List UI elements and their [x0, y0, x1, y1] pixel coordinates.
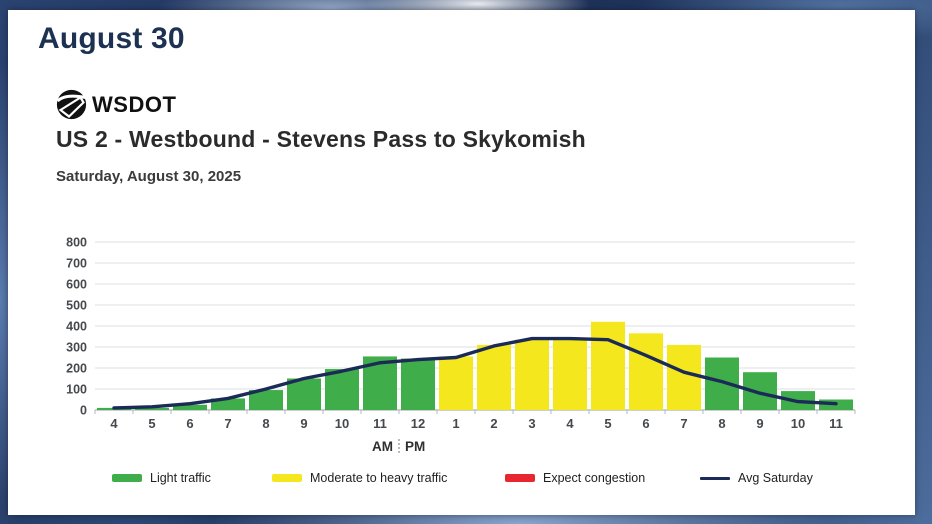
bar-15-h7: [667, 344, 701, 410]
y-tick-label-100: 100: [66, 383, 87, 397]
am-label: AM: [372, 439, 393, 454]
bar-2-h6: [173, 404, 207, 410]
bar-14-h6: [629, 333, 663, 410]
legend-swatch-3: [700, 476, 730, 480]
y-tick-label-200: 200: [66, 362, 87, 376]
x-tick-label-11: 3: [528, 416, 535, 431]
y-tick-label-800: 800: [66, 236, 87, 250]
bar-10-h2: [477, 344, 511, 410]
x-tick-label-4: 8: [262, 416, 269, 431]
x-tick-label-9: 1: [452, 416, 459, 431]
content-card: August 30 WSDOT US 2 - Westbound - Steve…: [8, 10, 915, 515]
legend-swatch-1: [272, 474, 302, 482]
x-tick-label-3: 7: [224, 416, 231, 431]
x-tick-label-7: 11: [373, 416, 387, 431]
chart-title: US 2 - Westbound - Stevens Pass to Skyko…: [56, 126, 586, 152]
x-tick-label-5: 9: [300, 416, 307, 431]
traffic-chart: 0 100 200 300 400 500 600 700 800 4 5 6 7 8 9 10 11 12 1 2 3…: [55, 234, 865, 464]
bar-4-h8: [249, 390, 283, 410]
legend-label-3: Avg Saturday: [738, 471, 813, 485]
legend-item-1: Moderate to heavy traffic: [272, 471, 447, 485]
x-tick-label-14: 6: [642, 416, 649, 431]
bar-5-h9: [287, 378, 321, 410]
bar-9-h1: [439, 356, 473, 410]
y-tick-label-400: 400: [66, 320, 87, 334]
x-tick-label-10: 2: [490, 416, 497, 431]
legend-item-2: Expect congestion: [505, 471, 645, 485]
x-tick-label-0: 4: [110, 416, 118, 431]
legend-item-3: Avg Saturday: [700, 471, 813, 485]
legend-label-0: Light traffic: [150, 471, 211, 485]
x-tick-label-16: 8: [718, 416, 725, 431]
x-tick-label-6: 10: [335, 416, 349, 431]
chart-subtitle: Saturday, August 30, 2025: [56, 168, 242, 185]
bar-1-h5: [135, 407, 169, 410]
bar-8-h12: [401, 358, 435, 410]
bar-6-h10: [325, 369, 359, 410]
legend-swatch-2: [505, 474, 535, 482]
x-tick-label-18: 10: [791, 416, 805, 431]
x-tick-label-15: 7: [680, 416, 687, 431]
legend-label-2: Expect congestion: [543, 471, 646, 485]
wsdot-logo-row: WSDOT: [56, 89, 176, 120]
wsdot-logo-icon: [56, 89, 87, 120]
legend-label-1: Moderate to heavy traffic: [310, 471, 448, 485]
bar-11-h3: [515, 339, 549, 410]
x-tick-label-12: 4: [566, 416, 574, 431]
x-tick-label-1: 5: [148, 416, 155, 431]
x-tick-label-17: 9: [756, 416, 763, 431]
legend-swatch-0: [112, 474, 142, 482]
x-tick-label-2: 6: [186, 416, 193, 431]
agency-name: WSDOT: [92, 91, 177, 117]
x-tick-label-13: 5: [604, 416, 611, 431]
y-tick-label-300: 300: [66, 341, 87, 355]
y-tick-label-700: 700: [66, 257, 87, 271]
y-tick-label-600: 600: [66, 278, 87, 292]
y-tick-label-0: 0: [80, 404, 87, 418]
x-tick-label-8: 12: [411, 416, 425, 431]
x-tick-label-19: 11: [829, 416, 843, 431]
pm-label: PM: [405, 439, 425, 454]
bar-12-h4: [553, 338, 587, 410]
chart-legend: Light traffic Moderate to heavy traffic Ex…: [8, 471, 915, 491]
page-title: August 30: [38, 22, 185, 55]
legend-item-0: Light traffic: [112, 471, 211, 485]
bar-3-h7: [211, 398, 245, 410]
bar-13-h5: [591, 321, 625, 410]
avg-saturday-line: [112, 336, 838, 410]
y-tick-label-500: 500: [66, 299, 87, 313]
